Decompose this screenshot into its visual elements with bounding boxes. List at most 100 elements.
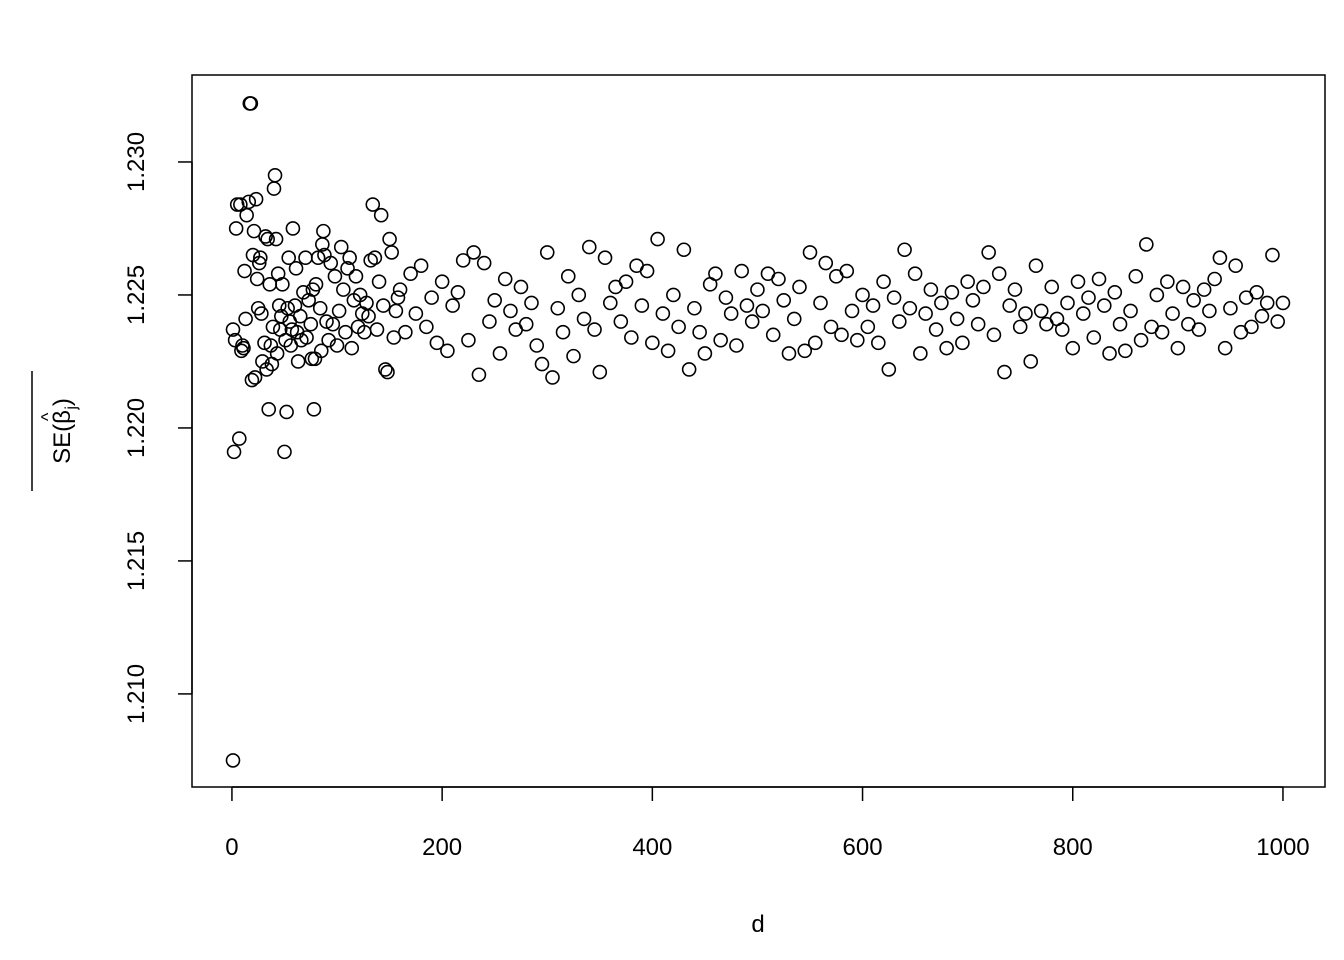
data-point <box>560 269 576 284</box>
data-point <box>965 292 981 308</box>
data-point <box>267 167 283 183</box>
data-point <box>363 253 378 268</box>
data-point <box>434 274 450 289</box>
data-point <box>247 370 263 385</box>
data-point <box>792 279 807 295</box>
data-point <box>327 269 343 284</box>
y-tick-label: 1.230 <box>123 132 150 192</box>
data-point <box>340 261 355 276</box>
data-point <box>871 335 886 351</box>
data-point <box>765 327 781 343</box>
data-point <box>876 274 891 289</box>
data-point <box>246 223 262 239</box>
data-point <box>316 223 331 239</box>
data-point <box>285 221 301 236</box>
data-point <box>818 255 834 271</box>
data-point <box>380 364 395 380</box>
data-point <box>269 346 285 361</box>
data-point <box>566 348 581 364</box>
y-tick-label: 1.225 <box>123 265 150 325</box>
data-point <box>1018 306 1033 321</box>
y-label-prefix: SE( <box>49 424 76 464</box>
data-point <box>681 362 697 377</box>
data-point <box>392 282 408 297</box>
data-point <box>306 402 322 417</box>
data-point <box>839 263 855 279</box>
data-point <box>371 274 387 289</box>
data-point <box>313 343 329 359</box>
data-point <box>234 343 249 359</box>
data-point <box>571 287 587 303</box>
data-point <box>461 332 476 348</box>
y-tick-label: 1.220 <box>123 398 150 458</box>
data-point <box>225 322 241 337</box>
data-point <box>1149 287 1165 303</box>
data-point <box>813 295 828 311</box>
y-label-symbol: β <box>49 410 76 424</box>
data-point <box>744 314 760 329</box>
data-point <box>455 253 471 268</box>
data-point <box>268 231 284 247</box>
data-point <box>227 332 243 348</box>
data-point <box>258 229 273 244</box>
data-point <box>1028 258 1044 274</box>
data-point <box>1160 274 1175 289</box>
data-point <box>440 343 455 359</box>
data-point <box>271 298 287 313</box>
data-point <box>248 191 264 207</box>
data-point <box>555 324 571 340</box>
data-point <box>237 263 252 279</box>
data-point <box>823 319 839 335</box>
data-point <box>261 402 277 417</box>
data-point <box>336 282 351 297</box>
data-point <box>382 231 397 247</box>
x-tick-label: 800 <box>1053 834 1093 861</box>
data-point <box>288 261 304 276</box>
data-point <box>445 298 460 313</box>
data-point <box>1128 269 1144 284</box>
data-point <box>365 197 381 212</box>
data-point <box>597 250 613 266</box>
data-point <box>226 444 242 460</box>
data-point <box>308 277 324 292</box>
data-point <box>323 255 339 271</box>
data-point <box>260 231 275 247</box>
data-point <box>576 311 592 327</box>
data-point <box>1154 324 1170 340</box>
data-point <box>1175 279 1191 295</box>
data-point <box>375 298 391 313</box>
data-point <box>503 303 518 319</box>
data-point <box>513 279 529 295</box>
data-point <box>321 332 336 348</box>
x-tick-label: 200 <box>422 834 462 861</box>
data-point <box>265 319 281 335</box>
data-point <box>708 266 723 281</box>
data-point <box>797 343 813 359</box>
data-point <box>603 295 618 311</box>
data-point <box>718 290 734 305</box>
y-label-subscript: j <box>63 406 80 411</box>
data-point <box>518 316 534 332</box>
data-point <box>860 319 876 335</box>
data-point <box>278 332 293 348</box>
data-point <box>398 324 413 340</box>
data-point <box>1070 274 1086 289</box>
data-point <box>255 354 270 369</box>
data-point <box>944 284 960 300</box>
data-point <box>344 340 360 356</box>
data-point <box>807 335 823 351</box>
data-point <box>373 207 389 223</box>
data-point <box>1212 250 1228 266</box>
data-point <box>1165 306 1180 321</box>
data-point <box>645 335 660 351</box>
data-point <box>482 314 497 329</box>
data-point <box>928 322 944 337</box>
data-point <box>1223 300 1238 316</box>
data-point <box>342 250 357 266</box>
data-point <box>296 284 311 300</box>
data-point <box>660 343 676 359</box>
x-tick-label: 400 <box>632 834 672 861</box>
data-point <box>471 367 487 383</box>
data-point <box>955 335 970 351</box>
data-point <box>450 284 466 300</box>
